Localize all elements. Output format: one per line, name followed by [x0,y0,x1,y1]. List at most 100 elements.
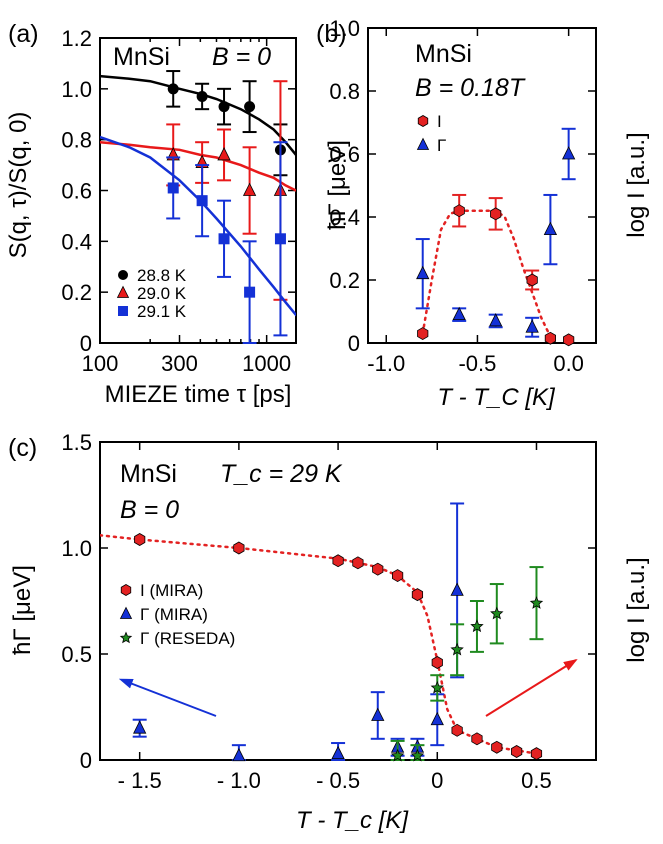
panel-c-field: B = 0 [120,496,179,524]
legend-label: 29.0 K [137,284,187,303]
panel-a-xlabel: MIEZE time τ [ps] [105,381,292,408]
y-tick-label: 0.4 [329,205,360,230]
fit-line [100,140,296,192]
y-tick-label: 0.4 [61,229,92,254]
series-a-2 [100,135,296,344]
legend-c: I (MIRA) Γ (MIRA) Γ (RESEDA) [119,581,235,648]
series-c-2 [390,566,544,762]
panel-a: 0 0.2 0.4 0.6 0.8 1.0 1.2 100 300 1000 [61,26,297,376]
y-tick-label: 1.0 [329,16,360,41]
data-point [453,204,465,218]
legend-label: I (MIRA) [140,581,203,600]
data-point [489,313,503,327]
x-tick-label: -0.5 [458,351,496,376]
y-tick-label: 0.5 [61,642,92,667]
legend-label: Γ (MIRA) [140,605,208,624]
data-point [167,182,179,194]
x-tick-label: 1000 [242,351,291,376]
y-tick-label: 1.2 [61,26,92,51]
legend-a: 28.8 K29.0 K29.1 K [116,266,187,321]
data-point [244,101,256,113]
data-point [470,619,484,633]
panel-c-xlabel: T - T_c [K] [296,807,409,834]
data-point [471,732,483,746]
panel-c-frame [99,441,597,761]
x-tick-label: - 1.5 [118,768,162,793]
data-point [563,333,575,347]
data-point [544,331,556,345]
legend-marker [417,115,429,127]
data-point [450,642,464,656]
panel-a-label: (a) [8,20,39,48]
data-point [242,182,257,196]
data-point [525,319,539,333]
data-point [372,562,384,576]
legend-marker [119,631,133,644]
x-tick-label: 300 [161,351,198,376]
data-point [511,745,523,758]
panel-b-field: B = 0.18T [415,74,526,102]
data-point [417,327,429,341]
panel-b-ylabel: ħΓ [μeV] [324,140,351,230]
data-point [430,680,444,694]
panel-b-label: (b) [316,20,347,48]
panel-c-ylabel: ħΓ [μeV] [9,565,36,655]
data-point [134,533,146,546]
data-point [561,146,576,160]
data-point [430,711,444,726]
data-point [167,83,179,95]
y-tick-label: 0 [348,331,360,356]
data-point [244,286,256,298]
series-b-0 [417,193,575,347]
data-point [352,556,364,570]
data-point [196,90,208,102]
x-tick-label: 100 [82,351,119,376]
data-point [416,265,430,280]
y-tick-label: 1.0 [61,536,92,561]
y-tick-label: 0.8 [329,79,360,104]
fit-line [100,135,296,317]
fit-line [100,74,296,157]
y-tick-label: 0.2 [61,280,92,305]
data-point [218,233,230,245]
legend-marker [118,306,128,316]
y-tick-label: 1.0 [61,77,92,102]
legend-marker [118,270,128,280]
panel-b-sample: MnSi [415,40,472,68]
data-point [411,588,424,602]
x-tick-label: 0 [431,768,443,793]
data-point [529,596,544,609]
legend-label: I [437,112,442,131]
data-point [392,569,404,583]
data-point [371,707,385,721]
panel-a-sample: MnSi [113,43,170,71]
panel-c-tc: T_c = 29 K [220,460,343,488]
legend-label: 29.1 K [137,302,187,321]
data-point [530,747,543,761]
data-point [232,747,246,762]
data-point [274,233,286,245]
data-point [218,101,230,113]
data-point [451,723,463,737]
panel-c-label: (c) [8,434,37,462]
panel-c-right-label: log I [a.u.] [623,557,650,662]
data-point [452,306,466,321]
legend-marker [120,584,132,596]
x-tick-label: - 1.0 [217,768,261,793]
data-point [450,582,464,596]
legend-label: 28.8 K [137,266,187,285]
y-tick-label: 0.8 [61,128,92,153]
panel-b-right-label: log I [a.u.] [623,132,650,237]
data-point [390,748,405,762]
data-point [490,207,502,221]
series-a-1 [100,80,296,301]
data-point [196,195,208,207]
y-tick-label: 0.6 [61,179,92,204]
panel-b: 0 0.2 0.4 0.6 0.8 1.0 -1.0 -0.5 0.0 [329,16,597,376]
data-point [491,740,503,754]
data-point [526,273,538,287]
data-point [431,656,443,669]
y-tick-label: 0 [80,748,92,773]
